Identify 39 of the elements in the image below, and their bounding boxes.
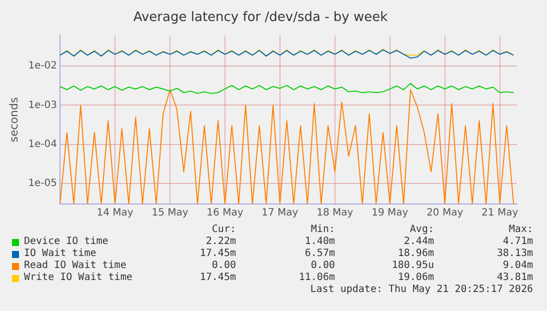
y-tick-label: 1e-04	[28, 138, 58, 150]
text: 1.40m	[304, 236, 335, 248]
text: 2.44m	[402, 236, 434, 248]
text: Cur:	[210, 224, 236, 236]
x-tick-label: 20 May	[426, 208, 464, 219]
text: 11.06m	[298, 272, 335, 284]
text: 0.00	[210, 260, 236, 272]
text: 18.96m	[396, 248, 434, 260]
text: Avg:	[408, 224, 434, 236]
text: 17.45m	[198, 272, 236, 284]
x-tick-label: 16 May	[206, 208, 244, 219]
text: 19.06m	[396, 272, 434, 284]
y-tick-label: 1e-03	[28, 100, 58, 111]
text: 43.81m	[496, 272, 533, 284]
text: 6.57m	[304, 248, 335, 260]
chart-title: Average latency for /dev/sda - by week	[133, 10, 388, 26]
y-axis-title: seconds	[7, 97, 20, 142]
legend-label: IO Wait time	[24, 248, 96, 260]
y-tick-label: 1e-02	[28, 60, 58, 72]
text: 2.22m	[204, 236, 236, 248]
text: Last update: Thu May 21 20:25:17 2026	[309, 284, 533, 296]
text: 38.13m	[496, 248, 533, 260]
text: 0.00	[310, 260, 335, 272]
x-tick-label: 18 May	[316, 208, 354, 219]
text: Min:	[310, 224, 335, 236]
legend-label: Write IO Wait time	[24, 272, 132, 284]
text: 4.71m	[502, 236, 533, 248]
x-tick-label: 17 May	[262, 208, 298, 219]
text: 17.45m	[198, 248, 236, 260]
legend-label: Device IO time	[24, 236, 108, 248]
x-tick-label: 21 May	[482, 208, 518, 219]
text: 180.95u	[390, 260, 434, 272]
legend-label: Read IO Wait time	[24, 260, 126, 272]
text: 9.04m	[502, 260, 533, 272]
x-tick-label: 19 May	[372, 208, 408, 219]
y-tick-label: 1e-05	[28, 178, 58, 190]
x-tick-label: 15 May	[152, 208, 188, 219]
x-tick-label: 14 May	[96, 208, 134, 219]
text: Max:	[508, 224, 533, 236]
